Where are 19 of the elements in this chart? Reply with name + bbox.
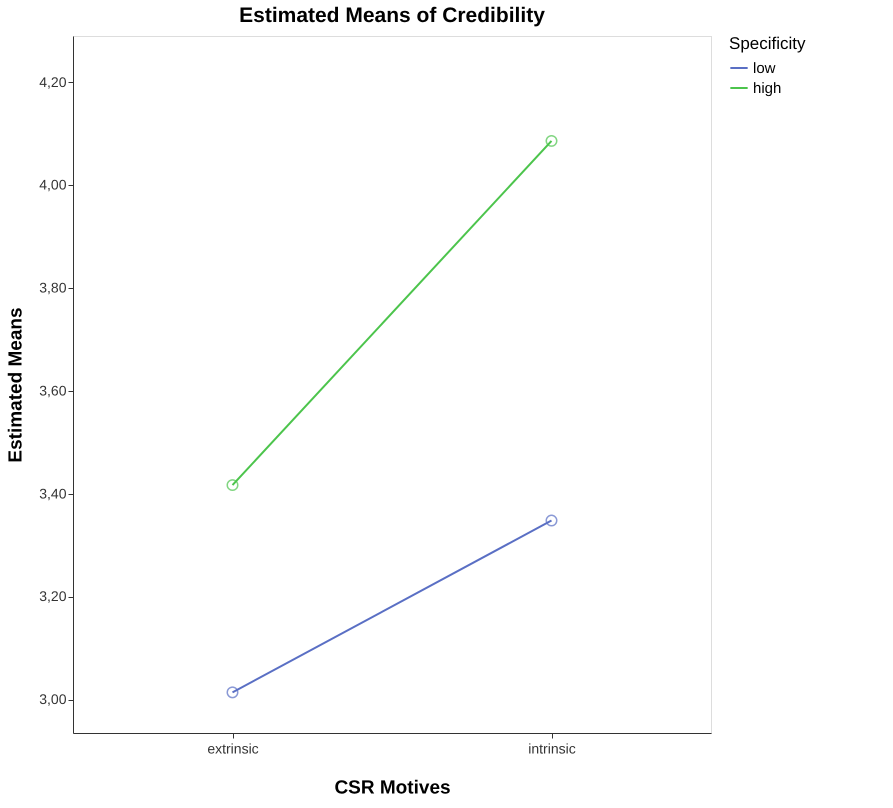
y-axis-title: Estimated Means xyxy=(5,307,26,463)
point xyxy=(546,514,558,527)
point xyxy=(226,479,238,492)
y-tick-label: 3,40 xyxy=(39,485,67,502)
chart-title: Estimated Means of Credibility xyxy=(239,4,546,27)
x-axis-title: CSR Motives xyxy=(334,778,451,798)
y-tick-label: 3,80 xyxy=(39,280,67,296)
legend-label: low xyxy=(753,60,776,77)
x-tick-label: extrinsic xyxy=(207,740,259,756)
y-tick-label: 4,20 xyxy=(39,74,67,90)
legend-title: Specificity xyxy=(729,34,806,53)
point xyxy=(226,686,238,698)
x-tick-label: intrinsic xyxy=(528,740,576,756)
y-tick-label: 3,60 xyxy=(39,382,67,398)
y-tick-label: 3,00 xyxy=(39,691,67,708)
y-tick-label: 4,00 xyxy=(39,176,67,193)
y-tick-label: 3,20 xyxy=(39,588,67,604)
point xyxy=(546,134,558,147)
legend-label: high xyxy=(753,80,782,97)
